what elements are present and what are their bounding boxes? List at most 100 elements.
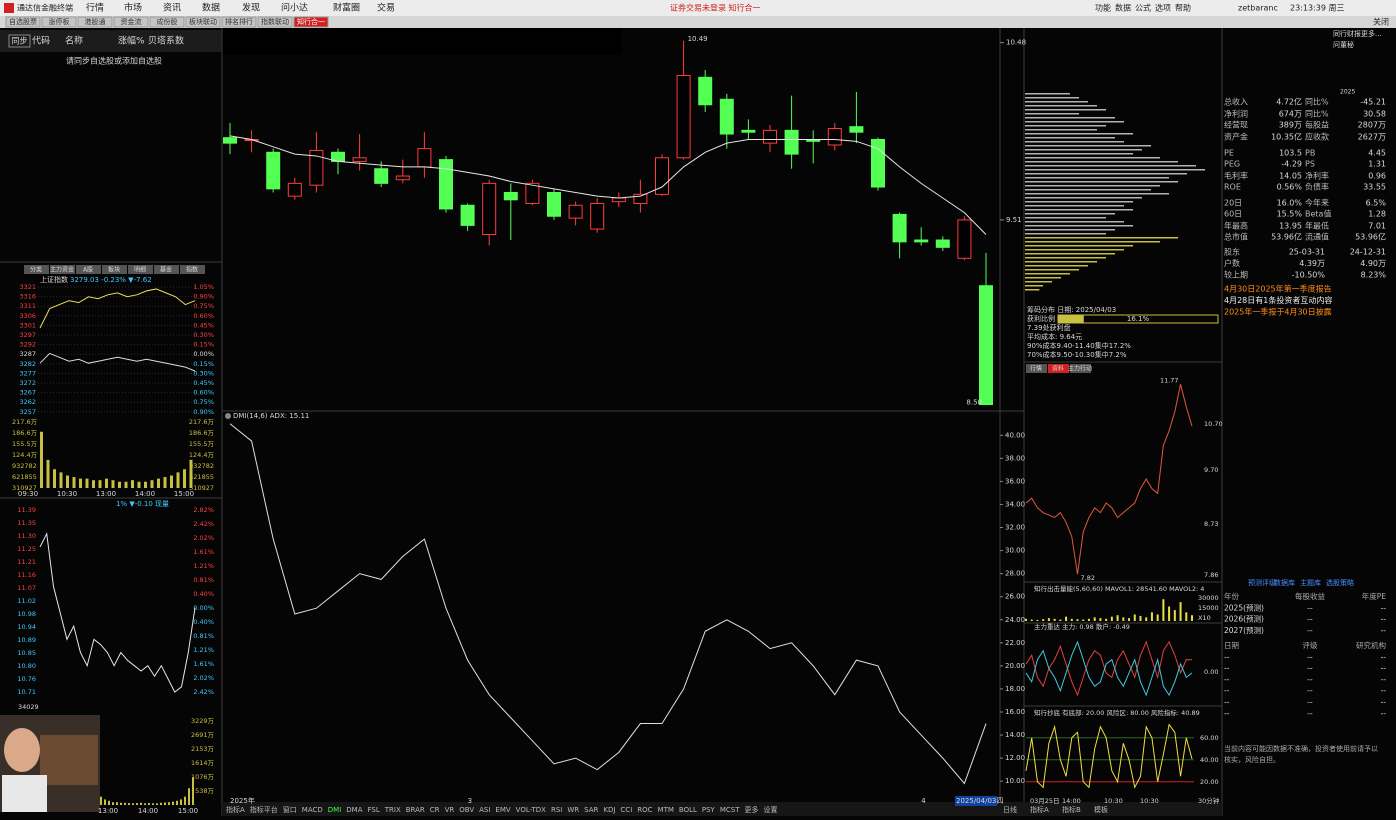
indicator-tab[interactable]: 设置 [764,805,778,814]
panel-tab-label[interactable]: 明细 [134,266,146,274]
tool-link[interactable]: 数据库 [1274,578,1295,587]
indicator-tab[interactable]: 指标平台 [250,805,278,814]
indicator-tab[interactable]: 日线 [1003,805,1017,814]
toolbar-item[interactable]: 数据 [1115,3,1131,13]
link[interactable]: 问董秘 [1333,40,1354,49]
sync-button[interactable] [8,34,31,48]
indicator-tab[interactable]: DMA [346,806,362,814]
menu-item[interactable]: 市场 [124,2,142,14]
toolbar-item[interactable]: 帮助 [1175,3,1191,13]
menu-item[interactable]: 行情 [86,2,104,14]
indicator-tab[interactable]: FSL [368,806,380,814]
panel-tab[interactable] [1026,364,1047,373]
panel-tab-label[interactable]: 行情 [1030,365,1042,373]
panel-tab[interactable] [180,265,205,274]
indicator-tab[interactable]: KDJ [603,806,615,814]
indicator-tab[interactable]: MCST [720,806,740,814]
link[interactable]: 更多... [1361,29,1382,38]
link[interactable]: 财报 [1347,29,1361,38]
panel-tab[interactable] [1070,364,1091,373]
indicator-tab[interactable]: 模板 [1094,805,1108,814]
panel-tab-label[interactable]: 主力行动 [1068,365,1092,373]
news-item[interactable]: 4月28日有1条投资者互动内容 [1224,295,1332,305]
toolbar-item[interactable]: 公式 [1135,3,1151,13]
menu-item[interactable]: 资讯 [163,3,181,14]
panel-tab-label[interactable]: 主力资金 [50,266,74,274]
link[interactable]: 同行 [1333,29,1347,38]
indicator-tab[interactable]: BRAR [406,806,425,814]
menu-item[interactable]: 问小达 [281,2,308,14]
panel-tab[interactable] [1048,364,1069,373]
indicator-tab[interactable]: EMV [495,806,510,814]
menu-item[interactable]: 交易 [377,2,395,14]
indicator-tab[interactable]: SAR [584,806,598,814]
panel-tab[interactable] [24,265,49,274]
panel-tab-label[interactable]: 资料 [1052,365,1064,373]
tool-link[interactable]: 预测评级 [1248,578,1276,587]
column-header[interactable]: 涨幅% [118,35,145,47]
toolbar-item[interactable]: 选项 [1155,3,1171,13]
panel-tab[interactable] [76,265,101,274]
tab-label[interactable]: 港股通 [85,17,106,26]
indicator-tab[interactable]: VR [445,806,455,814]
indicator-tab[interactable]: DMI [328,806,342,814]
indicator-tab[interactable]: MACD [302,806,323,814]
toolbar-item[interactable]: 功能 [1095,3,1111,13]
news-item[interactable]: 2025年一季报于4月30日披露 [1224,307,1332,317]
tab-label[interactable]: 板块联动 [189,17,217,26]
indicator-tab[interactable]: ASI [479,806,490,814]
tab-label[interactable]: 成份股 [157,17,178,26]
tab-label[interactable]: 排名排行 [225,17,253,26]
panel-tab[interactable] [50,265,75,274]
indicator-tab[interactable]: 指标A [226,805,245,814]
column-header[interactable]: 名称 [65,35,83,47]
panel-tab[interactable] [154,265,179,274]
indicator-tab[interactable]: CCI [620,806,632,814]
tab[interactable] [185,16,221,28]
close-button[interactable]: 关闭 [1373,17,1389,27]
tab[interactable] [257,16,293,28]
panel-tab-label[interactable]: 指数 [186,266,198,274]
panel-tab[interactable] [102,265,127,274]
panel-tab-label[interactable]: A股 [83,267,93,274]
tab[interactable] [149,16,185,28]
indicator-tab[interactable]: RSI [551,806,562,814]
indicator-tab[interactable]: PSY [702,806,716,814]
panel-tab-label[interactable]: 板块 [108,266,120,274]
tool-link[interactable]: 选股策略 [1326,578,1354,587]
tab-label[interactable]: 涨停板 [49,17,70,26]
indicator-tab[interactable]: BOLL [679,806,697,814]
indicator-tab[interactable]: 指标A [1030,805,1049,814]
tab-label[interactable]: 知行合一 [297,17,325,26]
tool-link[interactable]: 主题库 [1300,578,1321,587]
column-header[interactable]: 代码 [32,36,50,47]
indicator-tab[interactable]: 更多 [745,805,759,814]
indicator-tab[interactable]: MTM [658,806,674,814]
indicator-tab[interactable]: WR [567,806,579,814]
tab[interactable] [113,16,149,28]
menu-item[interactable]: 发现 [242,2,260,14]
menu-item[interactable]: 数据 [202,2,220,14]
panel-tab-label[interactable]: 分类 [30,266,42,274]
indicator-tab[interactable]: TRIX [384,806,401,814]
tab-label[interactable]: 指数联动 [261,17,289,26]
tab-label[interactable]: 资金流 [121,17,142,26]
indicator-tab[interactable]: 窗口 [283,805,297,814]
tab[interactable] [221,16,257,28]
tab-label[interactable]: 自选股票 [9,17,37,26]
news-item[interactable]: 4月30日2025年第一季度报告 [1224,284,1332,294]
indicator-tab[interactable]: ROC [637,806,652,814]
panel-tab[interactable] [128,265,153,274]
indicator-tab[interactable]: VOL-TDX [516,806,547,814]
tab[interactable] [293,16,329,28]
indicator-tab[interactable]: CR [430,806,440,814]
tab[interactable] [5,16,41,28]
indicator-tab[interactable]: OBV [459,806,474,814]
tab[interactable] [77,16,113,28]
column-header[interactable]: 贝塔系数 [148,35,184,47]
menu-item[interactable]: 财富圈 [333,2,360,14]
sync-button[interactable]: 同步 [12,37,28,46]
panel-tab-label[interactable]: 基金 [160,266,172,274]
indicator-tab[interactable]: 指标B [1062,805,1081,814]
tab[interactable] [41,16,77,28]
